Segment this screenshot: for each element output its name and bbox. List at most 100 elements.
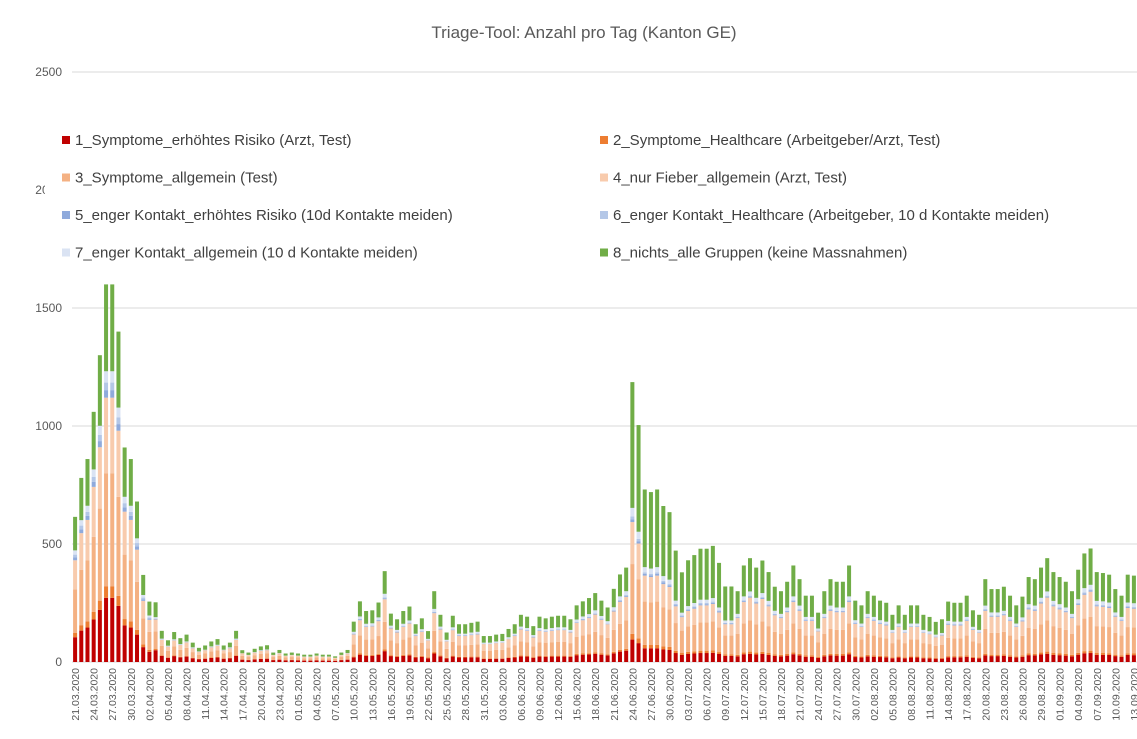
bar-segment [723, 623, 728, 625]
legend: 1_Symptome_erhöhtes Risiko (Arzt, Test) 2… [62, 132, 1049, 262]
x-tick-label: 04.05.2020 [312, 668, 324, 721]
bar-segment [710, 650, 715, 653]
bar-segment [388, 613, 393, 626]
bar-segment [475, 657, 480, 662]
bar-segment [816, 631, 821, 643]
bar-segment [748, 653, 753, 662]
bar-segment [859, 626, 864, 640]
bar-segment [785, 629, 790, 654]
bar-segment [710, 603, 715, 622]
bar-segment [884, 638, 889, 657]
bar-segment [568, 619, 573, 630]
bar-segment [1113, 589, 1118, 613]
bar-segment [803, 656, 808, 662]
bar-segment [221, 650, 226, 654]
bar-segment [345, 649, 350, 654]
bar-segment [1088, 653, 1093, 662]
bar-segment [853, 622, 858, 624]
bar-segment [605, 655, 610, 662]
bar-segment [364, 639, 369, 655]
bar-segment [1119, 635, 1124, 656]
bar-segment [296, 655, 301, 658]
bar-segment [1039, 601, 1044, 603]
bar-segment [73, 550, 78, 555]
bar-segment [79, 569, 84, 626]
bar-segment [698, 622, 703, 651]
bar-segment [939, 645, 944, 658]
bar-segment [110, 371, 115, 383]
bar-segment [611, 607, 616, 611]
bar-segment [407, 623, 412, 638]
bar-segment [277, 649, 282, 654]
bar-segment [481, 658, 486, 662]
bar-segment [847, 596, 852, 601]
bar-segment [104, 597, 109, 662]
bar-segment [760, 653, 765, 662]
bar-segment [364, 611, 369, 624]
bar-segment [580, 616, 585, 619]
bar-segment [203, 650, 208, 654]
bar-segment [289, 655, 294, 658]
bar-segment [252, 648, 257, 653]
bar-segment [395, 655, 400, 657]
bar-segment [983, 610, 988, 629]
bar-segment [1026, 655, 1031, 662]
bar-segment [370, 626, 375, 640]
bar-segment [426, 631, 431, 639]
bar-segment [351, 631, 356, 634]
bar-segment [1001, 610, 1006, 614]
bar-segment [803, 635, 808, 656]
bar-segment [525, 616, 530, 629]
bar-segment [741, 600, 746, 602]
bar-segment [370, 639, 375, 655]
bar-segment [1100, 654, 1105, 662]
bar-segment [890, 614, 895, 630]
bar-segment [1008, 620, 1013, 621]
bar-segment [512, 624, 517, 634]
bar-segment [568, 643, 573, 656]
x-tick-label: 30.06.2020 [665, 668, 677, 721]
bar-segment [1131, 655, 1136, 662]
bar-segment [593, 613, 598, 614]
bar-segment [215, 657, 220, 662]
bar-segment [549, 628, 554, 630]
bar-segment [357, 620, 362, 636]
bar-segment [1131, 608, 1136, 628]
bar-segment [964, 620, 969, 636]
bar-segment [1100, 601, 1105, 605]
bar-segment [296, 653, 301, 656]
bar-segment [246, 660, 251, 662]
bar-segment [704, 622, 709, 651]
bar-segment [85, 621, 90, 628]
bar-segment [543, 629, 548, 631]
bar-segment [1076, 599, 1081, 603]
bar-segment [587, 598, 592, 615]
bar-segment [104, 397, 109, 474]
bar-segment [500, 640, 505, 643]
bar-segment [85, 519, 90, 561]
x-tick-label: 09.07.2020 [720, 668, 732, 721]
x-tick-label: 18.07.2020 [776, 668, 788, 721]
bar-segment [339, 652, 344, 655]
bar-segment [450, 655, 455, 657]
bar-segment [822, 656, 827, 662]
bar-segment [828, 610, 833, 629]
bar-segment [1082, 553, 1087, 589]
bar-segment [196, 654, 201, 659]
bar-segment [679, 654, 684, 662]
bar-segment [834, 655, 839, 662]
bar-segment [1100, 604, 1105, 606]
bar-segment [797, 609, 802, 611]
bar-segment [135, 549, 140, 582]
bar-segment [147, 618, 152, 620]
bar-segment [908, 657, 913, 662]
bar-segment [73, 589, 78, 633]
bar-segment [667, 512, 672, 580]
bar-segment [760, 593, 765, 598]
bar-segment [995, 615, 1000, 616]
bar-segment [673, 603, 678, 606]
bar-segment [735, 654, 740, 657]
bar-segment [642, 489, 647, 568]
bar-segment [438, 614, 443, 627]
bar-segment [853, 657, 858, 662]
